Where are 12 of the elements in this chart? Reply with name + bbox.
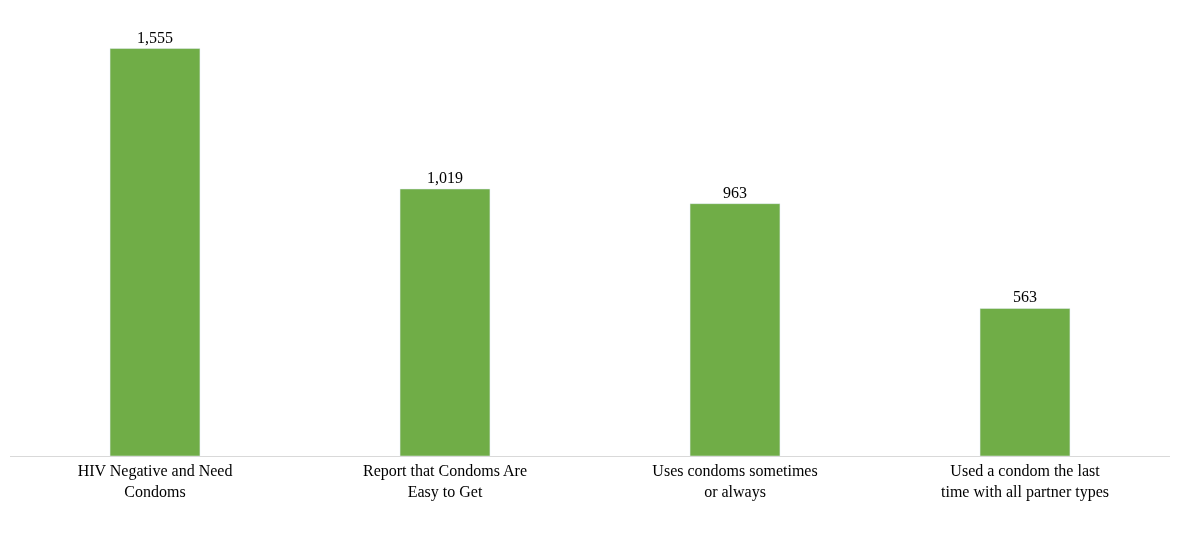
data-label: 563 [1013,288,1037,306]
data-label: 1,555 [137,28,173,46]
bar [689,203,781,456]
bar [399,188,491,456]
data-label: 1,019 [427,168,463,186]
x-tick-label: Uses condoms sometimes or always [652,462,818,501]
x-tick-label: Report that Condoms Are Easy to Get [363,462,527,501]
data-label: 963 [723,183,747,201]
bar [109,48,201,456]
x-tick-label: HIV Negative and Need Condoms [77,462,233,500]
x-tick-label: Used a condom the last time with all partner types [941,462,1109,501]
bar [979,308,1071,456]
